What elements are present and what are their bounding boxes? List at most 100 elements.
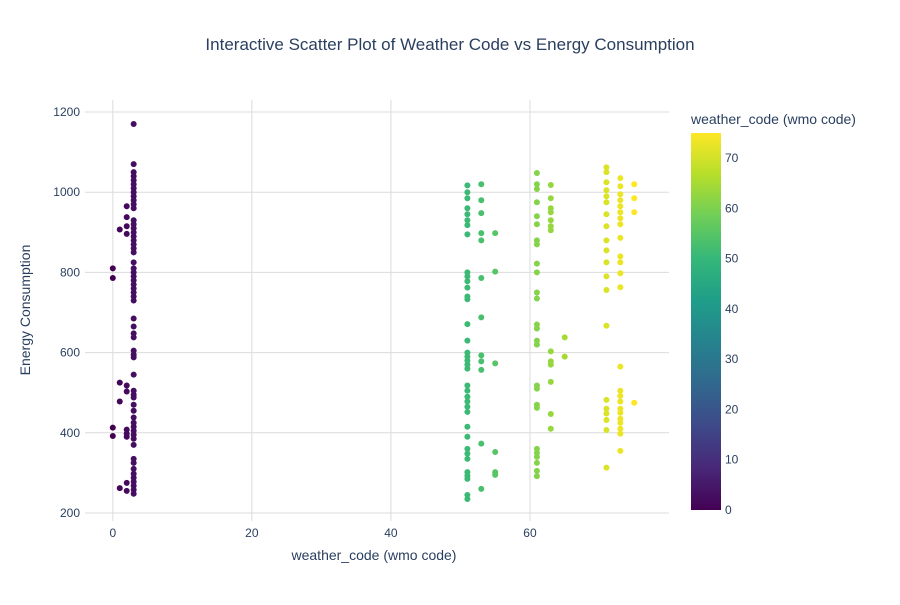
data-point[interactable] bbox=[533, 269, 540, 276]
data-point[interactable] bbox=[492, 449, 499, 456]
data-point[interactable] bbox=[603, 416, 610, 423]
data-point[interactable] bbox=[464, 182, 471, 189]
data-point[interactable] bbox=[533, 221, 540, 228]
data-point[interactable] bbox=[603, 259, 610, 266]
data-point[interactable] bbox=[123, 487, 130, 494]
data-point[interactable] bbox=[617, 409, 624, 416]
data-point[interactable] bbox=[478, 366, 485, 373]
data-point[interactable] bbox=[533, 385, 540, 392]
data-point[interactable] bbox=[478, 237, 485, 244]
data-point[interactable] bbox=[533, 404, 540, 411]
data-point[interactable] bbox=[464, 284, 471, 291]
data-point[interactable] bbox=[130, 414, 137, 421]
data-point[interactable] bbox=[547, 410, 554, 417]
data-point[interactable] bbox=[109, 275, 116, 282]
data-point[interactable] bbox=[478, 485, 485, 492]
data-point[interactable] bbox=[130, 161, 137, 168]
data-point[interactable] bbox=[547, 361, 554, 368]
data-point[interactable] bbox=[603, 211, 610, 218]
data-point[interactable] bbox=[603, 179, 610, 186]
data-point[interactable] bbox=[464, 231, 471, 238]
data-point[interactable] bbox=[603, 187, 610, 194]
data-point[interactable] bbox=[116, 226, 123, 233]
data-point[interactable] bbox=[464, 365, 471, 372]
data-point[interactable] bbox=[617, 447, 624, 454]
data-point[interactable] bbox=[492, 360, 499, 367]
data-point[interactable] bbox=[617, 419, 624, 426]
data-point[interactable] bbox=[617, 209, 624, 216]
data-point[interactable] bbox=[478, 230, 485, 237]
data-point[interactable] bbox=[603, 322, 610, 329]
data-point[interactable] bbox=[478, 440, 485, 447]
data-point[interactable] bbox=[478, 358, 485, 365]
data-point[interactable] bbox=[603, 464, 610, 471]
data-point[interactable] bbox=[547, 227, 554, 234]
data-point[interactable] bbox=[116, 398, 123, 405]
data-point[interactable] bbox=[130, 435, 137, 442]
data-point[interactable] bbox=[130, 323, 137, 330]
data-point[interactable] bbox=[617, 234, 624, 241]
data-point[interactable] bbox=[547, 348, 554, 355]
data-point[interactable] bbox=[617, 284, 624, 291]
data-point[interactable] bbox=[464, 278, 471, 285]
data-point[interactable] bbox=[130, 490, 137, 497]
data-point[interactable] bbox=[603, 199, 610, 206]
data-point[interactable] bbox=[130, 459, 137, 466]
data-point[interactable] bbox=[109, 432, 116, 439]
data-point[interactable] bbox=[617, 175, 624, 182]
data-point[interactable] bbox=[547, 378, 554, 385]
data-point[interactable] bbox=[123, 433, 130, 440]
data-point[interactable] bbox=[492, 230, 499, 237]
data-point[interactable] bbox=[631, 195, 638, 202]
data-point[interactable] bbox=[603, 169, 610, 176]
data-point[interactable] bbox=[130, 249, 137, 256]
data-point[interactable] bbox=[533, 473, 540, 480]
data-point[interactable] bbox=[464, 423, 471, 430]
data-point[interactable] bbox=[603, 193, 610, 200]
data-point[interactable] bbox=[116, 379, 123, 386]
data-point[interactable] bbox=[130, 121, 137, 128]
data-point[interactable] bbox=[617, 363, 624, 370]
data-point[interactable] bbox=[547, 425, 554, 432]
data-point[interactable] bbox=[617, 398, 624, 405]
data-point[interactable] bbox=[617, 215, 624, 222]
data-point[interactable] bbox=[617, 425, 624, 432]
data-point[interactable] bbox=[464, 445, 471, 452]
data-point[interactable] bbox=[464, 455, 471, 462]
data-point[interactable] bbox=[603, 287, 610, 294]
data-point[interactable] bbox=[130, 394, 137, 401]
data-point[interactable] bbox=[561, 334, 568, 341]
data-point[interactable] bbox=[547, 209, 554, 216]
data-point[interactable] bbox=[130, 354, 137, 361]
data-point[interactable] bbox=[617, 253, 624, 260]
data-point[interactable] bbox=[617, 387, 624, 394]
data-point[interactable] bbox=[617, 259, 624, 266]
data-point[interactable] bbox=[603, 164, 610, 171]
data-point[interactable] bbox=[123, 203, 130, 210]
data-point[interactable] bbox=[478, 181, 485, 188]
data-point[interactable] bbox=[464, 387, 471, 394]
data-point[interactable] bbox=[617, 191, 624, 198]
data-point[interactable] bbox=[603, 237, 610, 244]
data-point[interactable] bbox=[464, 273, 471, 280]
data-point[interactable] bbox=[603, 405, 610, 412]
data-point[interactable] bbox=[130, 465, 137, 472]
data-point[interactable] bbox=[617, 183, 624, 190]
data-point[interactable] bbox=[123, 223, 130, 230]
data-point[interactable] bbox=[130, 401, 137, 408]
data-point[interactable] bbox=[464, 296, 471, 303]
data-point[interactable] bbox=[130, 259, 137, 266]
data-point[interactable] bbox=[533, 325, 540, 332]
data-point[interactable] bbox=[464, 450, 471, 457]
data-point[interactable] bbox=[533, 241, 540, 248]
data-point[interactable] bbox=[130, 371, 137, 378]
data-point[interactable] bbox=[464, 337, 471, 344]
data-point[interactable] bbox=[109, 265, 116, 272]
data-point[interactable] bbox=[464, 205, 471, 212]
data-point[interactable] bbox=[130, 334, 137, 341]
data-point[interactable] bbox=[533, 199, 540, 206]
data-point[interactable] bbox=[464, 475, 471, 482]
data-point[interactable] bbox=[123, 388, 130, 395]
data-point[interactable] bbox=[533, 289, 540, 296]
data-point[interactable] bbox=[533, 467, 540, 474]
